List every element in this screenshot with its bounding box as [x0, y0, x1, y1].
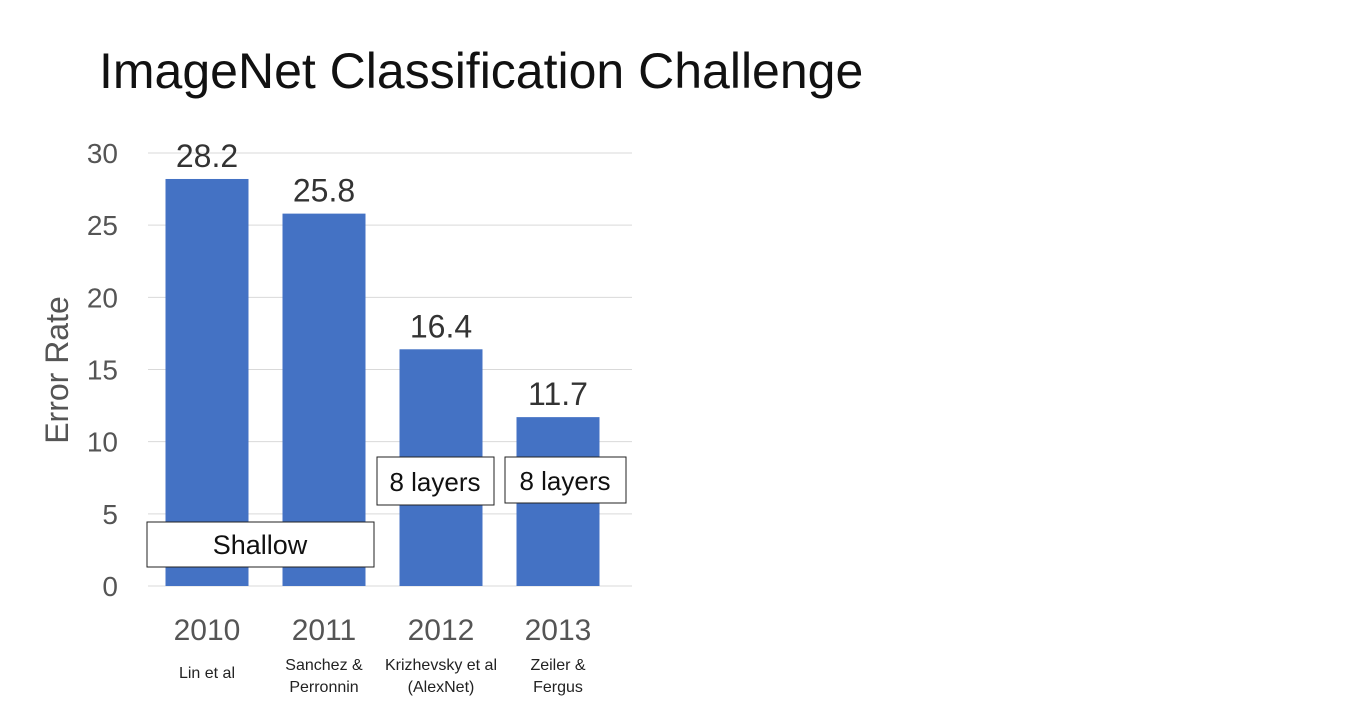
y-axis-title: Error Rate [39, 296, 75, 444]
author-label: Perronnin [289, 679, 358, 696]
annotation-box [146, 521, 375, 568]
y-tick-label: 5 [102, 499, 118, 530]
annotation-box [376, 456, 495, 506]
slide-title: ImageNet Classification Challenge [99, 43, 864, 99]
x-tick-label: 2013 [525, 614, 592, 647]
bar-2010 [165, 178, 249, 587]
author-label: Fergus [533, 679, 583, 696]
x-tick-label: 2012 [408, 614, 475, 647]
y-tick-label: 10 [87, 427, 118, 458]
annotation-label: 8 layers [519, 466, 610, 496]
author-label: Zeiler & [530, 657, 585, 674]
author-label: (AlexNet) [408, 679, 475, 696]
data-label: 16.4 [410, 308, 472, 344]
x-tick-label: 2011 [292, 614, 357, 647]
annotation-box [504, 456, 627, 504]
y-tick-label: 25 [87, 210, 118, 241]
author-label: Krizhevsky et al [385, 657, 497, 674]
y-tick-label: 20 [87, 282, 118, 313]
annotation-label: 8 layers [389, 467, 480, 497]
y-tick-label: 15 [87, 355, 118, 386]
data-label: 25.8 [293, 173, 355, 209]
author-label: Lin et al [179, 665, 235, 682]
y-tick-label: 0 [102, 571, 118, 602]
labels: 0 5 10 15 20 25 30 28.2 2010 Lin et al 25.8 2011 San… [39, 138, 591, 696]
y-tick-label: 30 [87, 138, 118, 169]
x-tick-label: 2010 [174, 614, 241, 647]
annotations: Shallow 8 layers 8 layers [146, 456, 627, 568]
data-label: 11.7 [528, 376, 588, 412]
author-label: Sanchez & [285, 657, 363, 674]
annotation-label: Shallow [213, 530, 308, 560]
data-label: 28.2 [176, 138, 238, 174]
